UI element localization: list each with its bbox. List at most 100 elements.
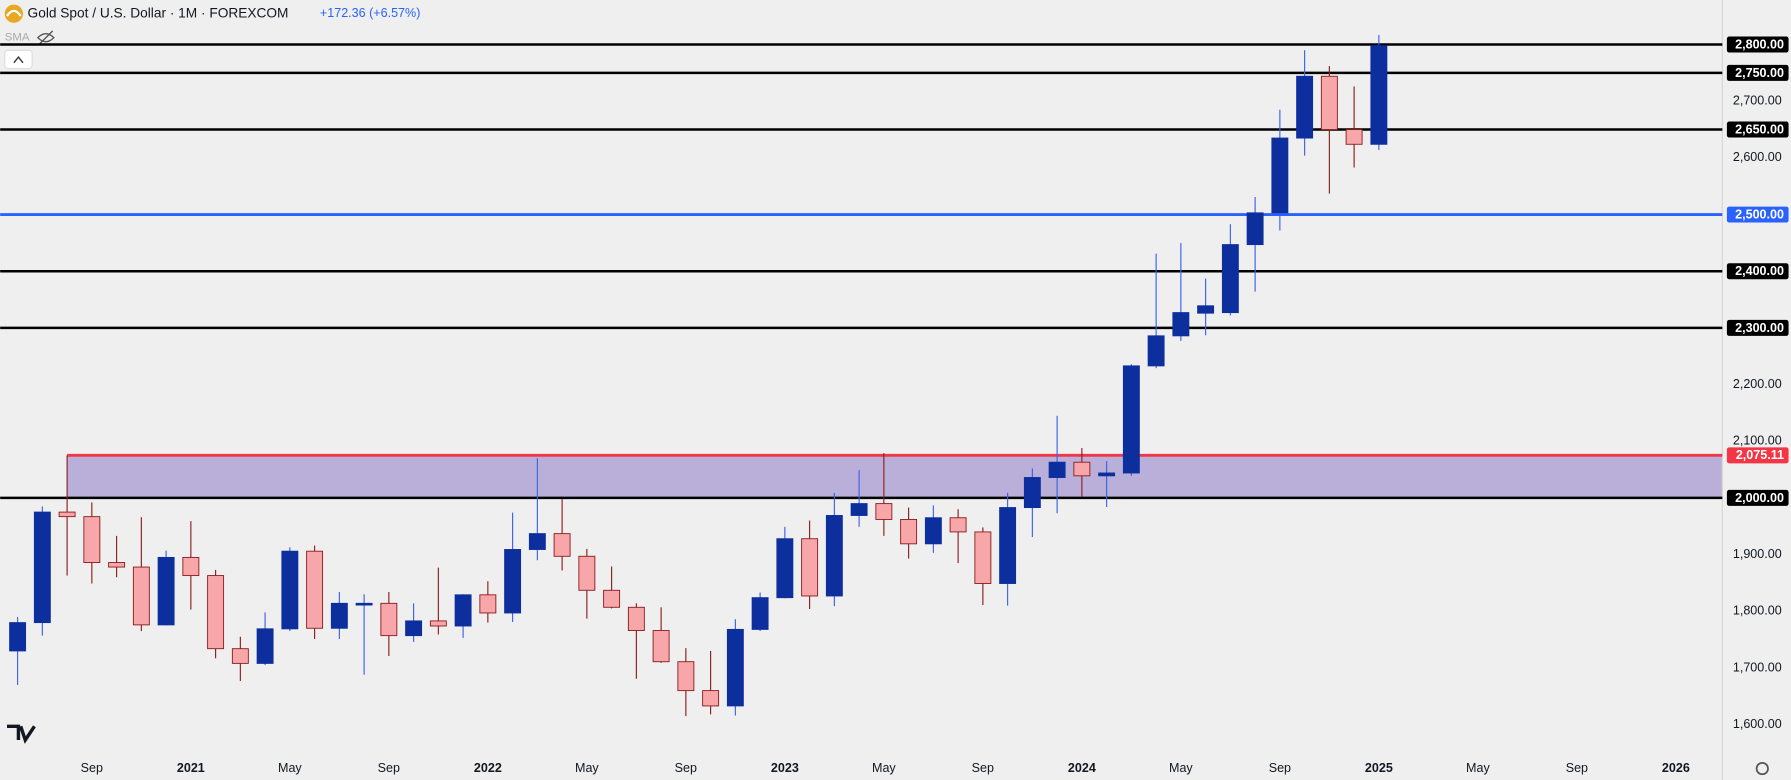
candle-body: [1221, 244, 1239, 314]
candle-body: [58, 511, 76, 518]
price-line-label-box: [1726, 263, 1789, 280]
candle-body: [256, 628, 274, 664]
x-tick-label: Sep: [378, 761, 400, 775]
candle-body: [182, 556, 200, 577]
settings-icon[interactable]: [1755, 762, 1769, 776]
candle-body: [900, 518, 918, 545]
candle-body: [1370, 45, 1388, 145]
candle-body: [1271, 137, 1289, 214]
price-line-label: 2,500.00: [1735, 207, 1784, 221]
price-line-label-box: [1726, 64, 1789, 81]
x-tick-label: May: [872, 761, 896, 775]
price-line-label-box: [1726, 319, 1789, 336]
candle-body: [1073, 461, 1091, 477]
price-line-label-box: [1726, 206, 1789, 223]
candle-body: [1172, 312, 1190, 337]
visibility-icon[interactable]: [36, 30, 55, 46]
candle-body: [429, 620, 447, 627]
candle-body: [231, 648, 249, 664]
price-line-label-box: [1726, 447, 1789, 464]
candle-body: [1296, 75, 1314, 139]
candle-body: [306, 550, 324, 629]
symbol-icon-mark: [6, 9, 22, 17]
candle-body: [974, 531, 992, 584]
y-tick-label: 1,600.00: [1733, 717, 1782, 731]
candle-body: [652, 630, 670, 663]
candle-body: [1023, 477, 1041, 509]
x-tick-label: 2021: [177, 761, 205, 775]
candle-body: [355, 602, 373, 606]
candle-body: [157, 556, 175, 626]
y-tick-label: 2,600.00: [1733, 150, 1782, 164]
y-tick-label: 1,900.00: [1733, 547, 1782, 561]
candle-body: [1197, 305, 1215, 314]
x-tick-label: Sep: [1566, 761, 1588, 775]
chart-title: Gold Spot / U.S. Dollar · 1M · FOREXCOM: [28, 5, 289, 20]
plot-area: [67, 455, 1723, 498]
x-tick-label: May: [1466, 761, 1490, 775]
candle-body: [702, 690, 720, 707]
collapse-button[interactable]: [4, 49, 33, 70]
candle-body: [504, 549, 522, 614]
x-tick-label: 2026: [1662, 761, 1690, 775]
x-tick-label: 2024: [1068, 761, 1096, 775]
collapse-icon: [13, 56, 24, 64]
price-line-label: 2,750.00: [1735, 66, 1784, 80]
candle-body: [380, 602, 398, 637]
candle-body: [627, 606, 645, 631]
candle-body: [9, 622, 27, 652]
candle-body: [801, 538, 819, 597]
y-tick-label: 1,800.00: [1733, 604, 1782, 618]
candle-body: [726, 628, 744, 707]
candle-body: [1246, 212, 1264, 246]
candle-body: [751, 597, 769, 630]
price-line-label-box: [1726, 489, 1789, 506]
candle-body: [1345, 129, 1363, 145]
price-line-label: 2,000.00: [1735, 491, 1784, 505]
candle-body: [83, 516, 101, 563]
y-tick-label: 2,200.00: [1733, 377, 1782, 391]
price-line-label: 2,650.00: [1735, 122, 1784, 136]
x-tick-label: Sep: [675, 761, 697, 775]
price-line-label: 2,400.00: [1735, 264, 1784, 278]
price-line-label-box: [1726, 36, 1789, 53]
candle-body: [1122, 365, 1140, 474]
candle-body: [999, 507, 1017, 584]
candle-body: [603, 589, 621, 608]
x-tick-label: May: [575, 761, 599, 775]
candle-body: [924, 517, 942, 545]
candle-body: [330, 602, 348, 629]
price-line-label: 2,075.11: [1736, 448, 1784, 462]
x-tick-label: Sep: [81, 761, 103, 775]
candle-body: [1320, 75, 1338, 131]
x-tick-label: Sep: [972, 761, 994, 775]
candle-body: [776, 538, 794, 599]
x-tick-label: 2025: [1365, 761, 1393, 775]
candle-body: [1098, 472, 1116, 477]
candle-body: [825, 515, 843, 597]
candle-body: [1048, 461, 1066, 478]
x-tick-label: 2023: [771, 761, 799, 775]
brand-logo[interactable]: [7, 724, 36, 744]
price-line-label-box: [1726, 121, 1789, 138]
x-tick-label: May: [278, 761, 302, 775]
x-tick-label: 2022: [474, 761, 502, 775]
candle-body: [281, 550, 299, 630]
candle-body: [553, 533, 571, 557]
support-zone: [67, 455, 1723, 498]
candle-body: [207, 575, 225, 650]
indicator-label: SMA: [5, 32, 30, 44]
y-tick-label: 1,700.00: [1733, 660, 1782, 674]
candle-body: [677, 661, 695, 692]
y-tick-label: 2,700.00: [1733, 94, 1782, 108]
candle-body: [850, 503, 868, 516]
x-tick-label: Sep: [1269, 761, 1291, 775]
candle-body: [132, 566, 150, 626]
price-change: +172.36 (+6.57%): [320, 6, 420, 20]
x-tick-label: May: [1169, 761, 1193, 775]
y-tick-label: 2,100.00: [1733, 434, 1782, 448]
candle-body: [405, 620, 423, 637]
candle-body: [578, 555, 596, 591]
price-line-label: 2,300.00: [1735, 321, 1784, 335]
